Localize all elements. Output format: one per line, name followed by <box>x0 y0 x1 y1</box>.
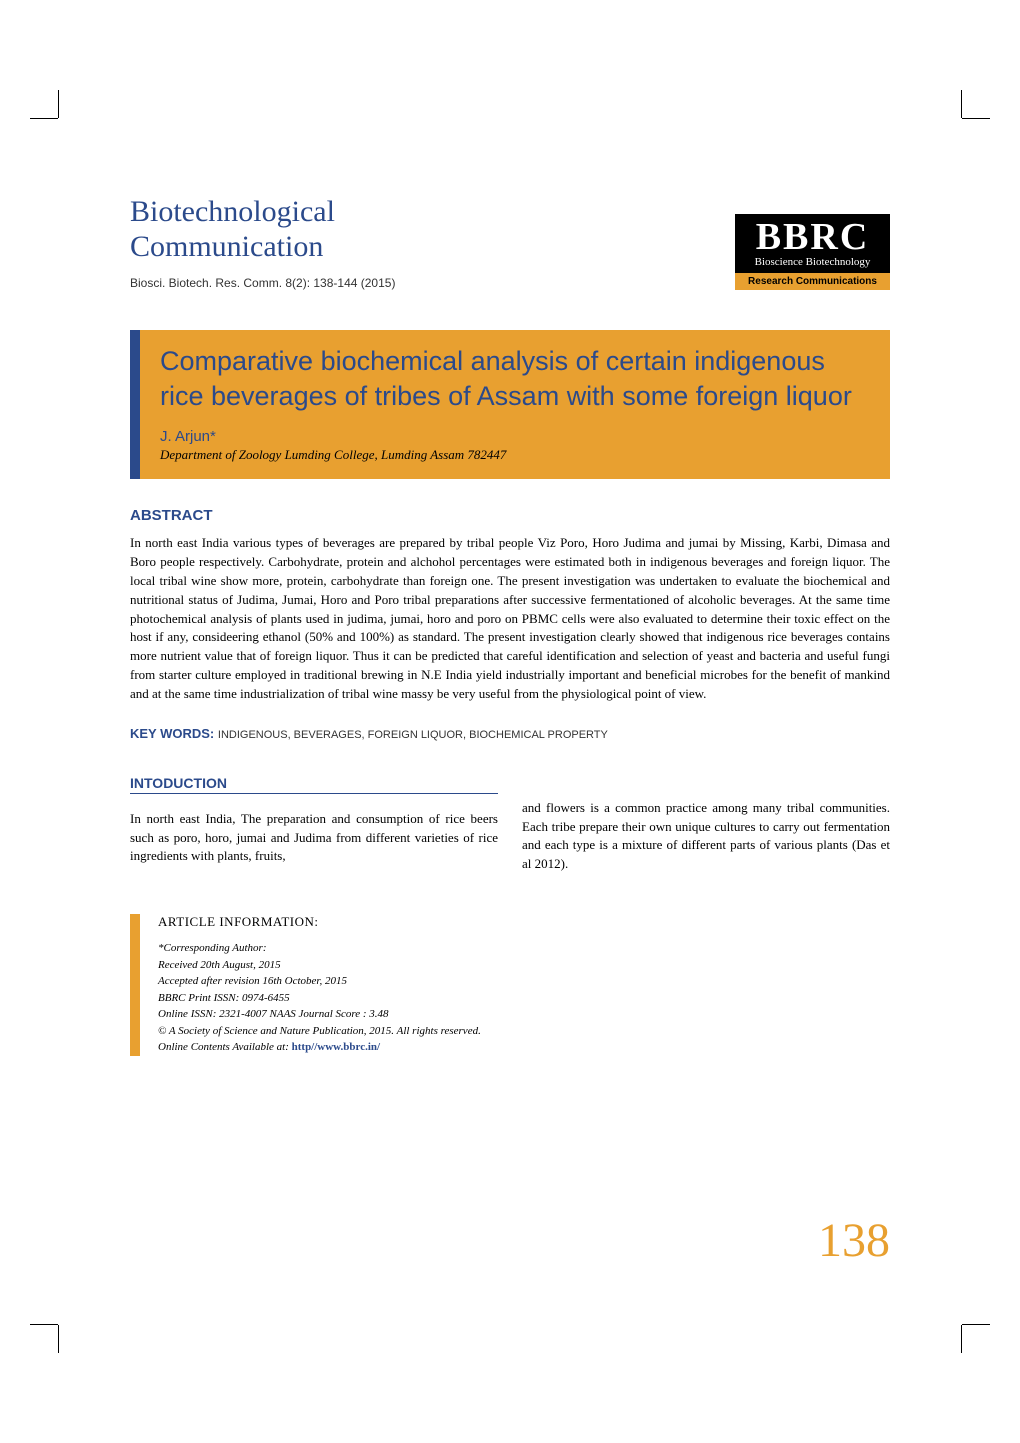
logo-letters: BBRC <box>741 218 884 256</box>
crop-mark <box>961 90 962 118</box>
journal-section-title: Biotechnological Communication <box>130 195 735 264</box>
crop-mark <box>962 118 990 119</box>
logo-top: BBRC Bioscience Biotechnology <box>735 214 890 273</box>
article-info-box: ARTICLE INFORMATION: *Corresponding Auth… <box>130 914 890 1056</box>
header-left: Biotechnological Communication Biosci. B… <box>130 195 735 290</box>
corresponding-author: *Corresponding Author: <box>158 940 890 957</box>
print-issn: BBRC Print ISSN: 0974-6455 <box>158 990 890 1007</box>
logo-subtitle: Bioscience Biotechnology <box>741 256 884 273</box>
crop-mark <box>30 118 58 119</box>
logo-bottom-text: Research Communications <box>735 273 890 290</box>
journal-logo: BBRC Bioscience Biotechnology Research C… <box>735 214 890 290</box>
crop-mark <box>58 1325 59 1353</box>
crop-mark <box>961 1325 962 1353</box>
keywords-text: INDIGENOUS, BEVERAGES, FOREIGN LIQUOR, B… <box>218 729 608 741</box>
accepted-date: Accepted after revision 16th October, 20… <box>158 973 890 990</box>
paper-title: Comparative biochemical analysis of cert… <box>160 344 870 414</box>
online-url[interactable]: http//www.bbrc.in/ <box>292 1041 380 1053</box>
introduction-columns: INTODUCTION In north east India, The pre… <box>130 775 890 874</box>
intro-text-right: and flowers is a common practice among m… <box>522 799 890 874</box>
intro-col-right: and flowers is a common practice among m… <box>522 775 890 874</box>
author-affiliation: Department of Zoology Lumding College, L… <box>160 447 870 463</box>
crop-mark <box>962 1324 990 1325</box>
online-issn: Online ISSN: 2321-4007 NAAS Journal Scor… <box>158 1006 890 1023</box>
received-date: Received 20th August, 2015 <box>158 957 890 974</box>
intro-col-left: INTODUCTION In north east India, The pre… <box>130 775 498 874</box>
section-title-line2: Communication <box>130 230 323 263</box>
abstract-heading: ABSTRACT <box>130 507 890 524</box>
crop-mark <box>30 1324 58 1325</box>
online-label: Online Contents Available at: <box>158 1041 292 1053</box>
keywords-row: KEY WORDS: INDIGENOUS, BEVERAGES, FOREIG… <box>130 726 890 741</box>
author-name: J. Arjun* <box>160 428 870 445</box>
section-title-line1: Biotechnological <box>130 195 335 228</box>
citation-line: Biosci. Biotech. Res. Comm. 8(2): 138-14… <box>130 276 735 290</box>
header-row: Biotechnological Communication Biosci. B… <box>130 195 890 290</box>
page-content: Biotechnological Communication Biosci. B… <box>130 195 890 1056</box>
article-info-heading: ARTICLE INFORMATION: <box>158 914 890 930</box>
copyright-line: © A Society of Science and Nature Public… <box>158 1023 890 1040</box>
page-number: 138 <box>818 1213 890 1268</box>
title-block: Comparative biochemical analysis of cert… <box>130 330 890 479</box>
keywords-label: KEY WORDS: <box>130 726 214 741</box>
intro-text-left: In north east India, The preparation and… <box>130 810 498 867</box>
abstract-text: In north east India various types of bev… <box>130 534 890 704</box>
crop-mark <box>58 90 59 118</box>
introduction-heading: INTODUCTION <box>130 775 498 794</box>
online-contents-line: Online Contents Available at: http//www.… <box>158 1039 890 1056</box>
